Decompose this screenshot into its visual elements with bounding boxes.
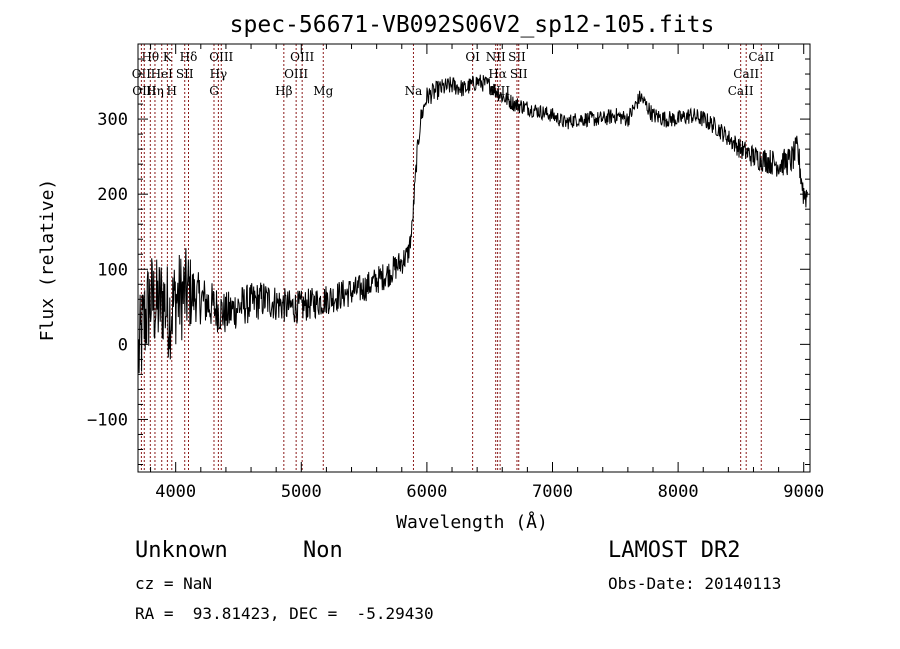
- x-tick-label: 6000: [406, 482, 447, 502]
- line-marker-label: Mg: [313, 84, 333, 98]
- plot-frame: [137, 43, 811, 473]
- x-tick-label: 9000: [783, 482, 824, 502]
- x-tick-label: 7000: [532, 482, 573, 502]
- y-tick-label: −100: [87, 410, 128, 430]
- x-tick-label: 8000: [658, 482, 699, 502]
- y-tick-label: 200: [97, 185, 128, 205]
- redshift-readout: cz = NaN: [135, 574, 213, 593]
- line-marker-label: OIII: [290, 50, 314, 64]
- x-tick-label: 4000: [155, 482, 196, 502]
- line-marker-label: CaII: [728, 84, 754, 98]
- line-marker-label: Hα: [488, 67, 507, 81]
- line-marker-label: SII: [510, 67, 528, 81]
- line-marker-label: NII: [486, 50, 506, 64]
- line-marker-label: K: [163, 50, 173, 64]
- spectrum-line: [138, 74, 808, 374]
- line-marker-label: OIII: [284, 67, 308, 81]
- line-marker-label: G: [209, 84, 219, 98]
- y-tick-label: 100: [97, 260, 128, 280]
- line-marker-label: HeI: [151, 67, 174, 81]
- y-axis-label: Flux (relative): [37, 179, 58, 342]
- line-marker-label: Hη: [146, 84, 164, 98]
- line-marker-label: H: [167, 84, 177, 98]
- survey-label: LAMOST DR2: [608, 538, 741, 563]
- line-marker-label: Na: [405, 84, 423, 98]
- line-marker-label: Hγ: [210, 67, 228, 81]
- line-marker-label: CaII: [733, 67, 759, 81]
- classification-label: Unknown: [135, 538, 228, 563]
- line-marker-label: OI: [465, 50, 480, 64]
- x-axis-ticks: 4000 5000 6000 7000 8000 9000: [150, 44, 824, 502]
- x-tick-label: 5000: [281, 482, 322, 502]
- x-axis-label: Wavelength (Å): [396, 511, 548, 533]
- line-marker-label: Hβ: [275, 84, 292, 98]
- line-marker-label: CaII: [748, 50, 774, 64]
- coordinates-readout: RA = 93.81423, DEC = -5.29430: [135, 604, 434, 623]
- line-marker-label: SII: [176, 67, 194, 81]
- line-marker-label: SII: [508, 50, 526, 64]
- subclass-label: Non: [303, 538, 343, 563]
- chart-title: spec-56671-VB092S06V2_sp12-105.fits: [230, 12, 715, 38]
- y-tick-label: 0: [118, 335, 128, 355]
- line-marker-label: Hδ: [180, 50, 198, 64]
- observation-date: Obs-Date: 20140113: [608, 574, 782, 593]
- line-marker-label: OIII: [209, 50, 233, 64]
- y-axis-ticks: −100 0 100 200 300: [87, 58, 810, 465]
- y-tick-label: 300: [97, 110, 128, 130]
